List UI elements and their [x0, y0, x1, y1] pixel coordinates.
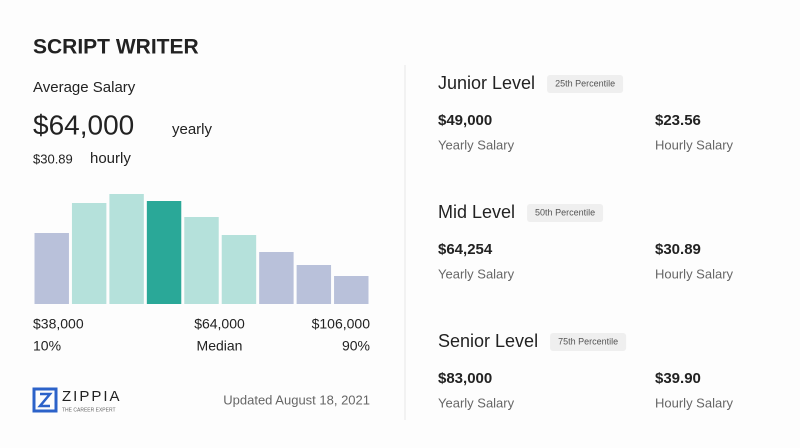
bar [184, 217, 219, 304]
scale-percentile: Median [197, 338, 243, 354]
percentile: 75th Percentile [558, 336, 618, 346]
bar [146, 201, 182, 304]
scale-amount: $106,000 [312, 316, 371, 332]
logo [32, 387, 58, 413]
average-hourly: $30.89 [33, 151, 73, 166]
hourly-label: Hourly Salary [655, 395, 734, 410]
hourly-amount: $39.90 [655, 370, 701, 387]
hourly-amount: $23.56 [655, 112, 701, 129]
bar [34, 233, 69, 304]
yearly-label: Yearly Salary [438, 266, 515, 281]
level-name: Senior Level [438, 331, 538, 351]
percentile: 50th Percentile [535, 207, 595, 217]
percentile: 25th Percentile [555, 78, 615, 88]
yearly-label: Yearly Salary [438, 395, 515, 410]
brand-name: ZIPPIA [62, 388, 122, 405]
updated: Updated August 18, 2021 [223, 392, 370, 407]
hourly-amount: $30.89 [655, 241, 701, 258]
bar [334, 276, 369, 304]
bar [71, 203, 107, 304]
hourly-unit: hourly [90, 150, 131, 167]
yearly-amount: $49,000 [438, 112, 492, 129]
brand-tagline: THE CAREER EXPERT [62, 407, 116, 413]
yearly-unit: yearly [172, 121, 213, 138]
yearly-amount: $64,254 [438, 241, 493, 258]
scale-amount: $38,000 [33, 316, 84, 332]
yearly-amount: $83,000 [438, 370, 492, 387]
bar [296, 265, 332, 304]
hourly-label: Hourly Salary [655, 137, 734, 152]
bar [259, 252, 294, 304]
scale-amount: $64,000 [194, 316, 245, 332]
logo-z [37, 392, 53, 408]
scale-percentile: 10% [33, 338, 61, 354]
logo-icon [32, 387, 58, 413]
percentile-pill [547, 75, 624, 93]
title: SCRIPT WRITER [33, 36, 199, 59]
bar [221, 235, 257, 304]
bar [109, 194, 144, 304]
yearly-label: Yearly Salary [438, 137, 515, 152]
average-label: Average Salary [33, 79, 136, 96]
scale-percentile: 90% [342, 338, 370, 354]
level-name: Junior Level [438, 73, 535, 93]
average-yearly: $64,000 [33, 109, 134, 140]
percentile-pill [527, 204, 604, 222]
level-name: Mid Level [438, 202, 515, 222]
hourly-label: Hourly Salary [655, 266, 734, 281]
percentile-pill [550, 333, 627, 351]
